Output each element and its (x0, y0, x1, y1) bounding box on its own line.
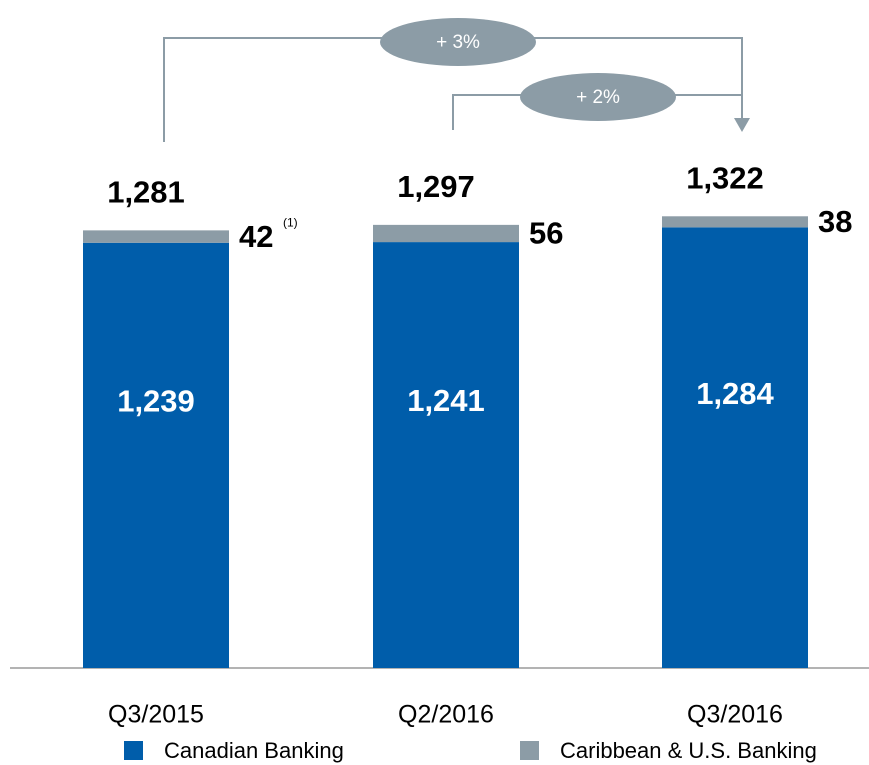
total-label: 1,322 (686, 160, 764, 195)
legend-swatch (124, 741, 143, 760)
arrowhead (734, 118, 750, 132)
bar-segment (662, 227, 808, 668)
total-label: 1,297 (397, 169, 475, 204)
x-tick-label: Q3/2015 (108, 701, 204, 729)
legend-label: Caribbean & U.S. Banking (560, 738, 817, 763)
annotation: + 2% (576, 87, 620, 108)
bar-segment (83, 230, 229, 243)
value-label: 56 (529, 216, 563, 251)
x-tick-label: Q2/2016 (398, 701, 494, 729)
annotation-bubble (520, 73, 676, 121)
total-label: 1,281 (107, 175, 185, 210)
bar-segment (662, 216, 808, 228)
x-tick-label: Q3/2016 (687, 701, 783, 729)
legend-swatch (520, 741, 539, 760)
annotation-bubble (380, 18, 536, 66)
bar-segment (373, 242, 519, 668)
footnote-marker: (1) (283, 216, 298, 230)
legend-label: Canadian Banking (164, 738, 344, 763)
value-label: 38 (818, 204, 852, 239)
bar-segment (83, 242, 229, 668)
bar-segment (373, 224, 519, 243)
annotation: + 3% (436, 32, 480, 53)
value-label: 1,284 (696, 376, 774, 411)
value-label: 42 (239, 219, 273, 254)
value-label: 1,239 (117, 384, 195, 419)
value-label: 1,241 (407, 383, 485, 418)
